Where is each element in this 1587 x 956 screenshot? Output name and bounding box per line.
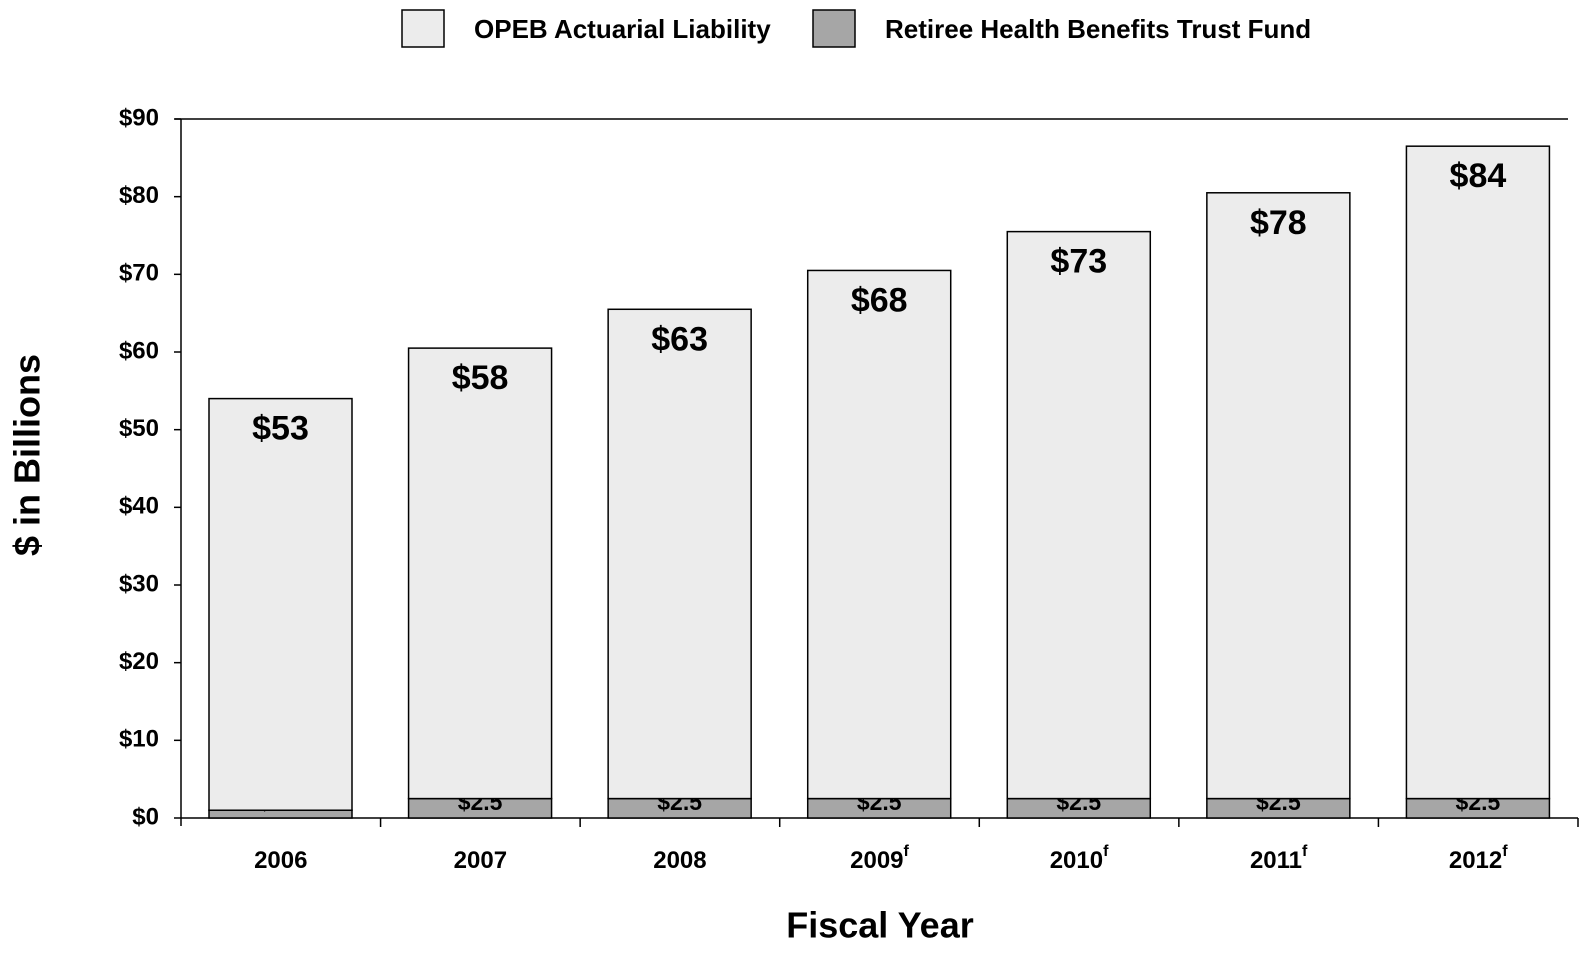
y-tick-label: $70 — [119, 260, 159, 287]
legend-label: OPEB Actuarial Liability — [474, 14, 771, 44]
y-axis-title: $ in Billions — [7, 354, 48, 556]
x-tick-label: 2007 — [454, 847, 507, 874]
x-axis-title: Fiscal Year — [786, 905, 974, 946]
y-tick-label: $10 — [119, 726, 159, 753]
x-tick-note: f — [1502, 843, 1508, 860]
bar-segment — [1006, 230, 1152, 800]
x-tick-label-text: 2008 — [653, 847, 706, 874]
x-tick-label-text: 2012 — [1449, 847, 1502, 874]
x-tick-note: f — [1302, 843, 1308, 860]
y-tick-label: $40 — [119, 493, 159, 520]
data-label: $73 — [1050, 243, 1107, 281]
x-tick-label-text: 2007 — [454, 847, 507, 874]
x-tick-label: 2012f — [1449, 843, 1508, 874]
bar-segment — [1206, 192, 1351, 800]
data-label: $53 — [252, 410, 309, 448]
x-tick-label: 2006 — [254, 847, 307, 874]
bar-segment — [407, 347, 553, 800]
data-label: $68 — [851, 281, 908, 319]
y-tick-label: $20 — [119, 648, 159, 675]
x-tick-label: 2008 — [653, 847, 706, 874]
y-tick-label: $60 — [119, 337, 159, 364]
x-tick-label: 2009f — [850, 843, 909, 874]
data-label: $58 — [452, 359, 509, 397]
bar-segment — [806, 269, 952, 800]
y-tick-label: $90 — [119, 104, 159, 131]
legend-swatch — [812, 9, 856, 48]
legend-label: Retiree Health Benefits Trust Fund — [885, 14, 1311, 44]
x-tick-label-text: 2010 — [1050, 847, 1103, 874]
x-tick-label: 2011f — [1250, 843, 1308, 874]
y-tick-label: $80 — [119, 182, 159, 209]
x-tick-label-text: 2011 — [1250, 847, 1302, 874]
bar-segment — [607, 308, 752, 800]
y-tick-label: $0 — [132, 803, 159, 830]
data-label: $84 — [1450, 157, 1507, 195]
data-label: $78 — [1250, 204, 1307, 242]
x-tick-note: f — [1103, 843, 1109, 860]
x-tick-label-text: 2009 — [850, 847, 903, 874]
bar-segment — [1405, 145, 1551, 800]
x-tick-note: f — [904, 843, 910, 860]
x-tick-label-text: 2006 — [254, 847, 307, 874]
bar-segment — [208, 397, 353, 811]
x-tick-label: 2010f — [1050, 843, 1109, 874]
y-tick-label: $50 — [119, 415, 159, 442]
legend-swatch — [401, 9, 445, 48]
data-label: $63 — [651, 320, 708, 358]
y-tick-label: $30 — [119, 570, 159, 597]
